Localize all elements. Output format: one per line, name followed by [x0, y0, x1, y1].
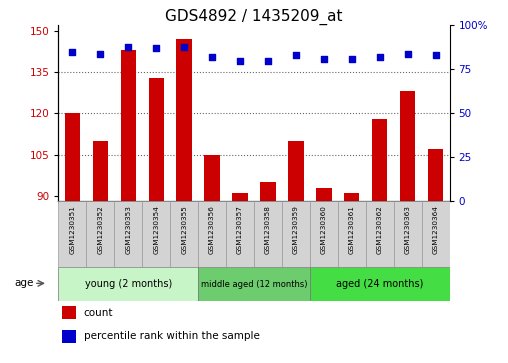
- Bar: [400, 91, 416, 201]
- Point: [347, 56, 356, 62]
- Point: [375, 54, 384, 60]
- Bar: [344, 193, 360, 201]
- Text: GSM1230358: GSM1230358: [265, 205, 271, 254]
- Text: GSM1230357: GSM1230357: [237, 205, 243, 254]
- Text: GSM1230351: GSM1230351: [70, 205, 75, 254]
- Bar: [114, 201, 142, 267]
- Bar: [310, 201, 338, 267]
- Text: count: count: [84, 307, 113, 318]
- Bar: [62, 306, 76, 319]
- Bar: [422, 201, 450, 267]
- Bar: [366, 201, 394, 267]
- Bar: [288, 141, 304, 201]
- Point: [431, 52, 439, 58]
- Bar: [198, 267, 310, 301]
- Point: [152, 45, 160, 51]
- Text: GSM1230354: GSM1230354: [153, 205, 159, 254]
- Text: GSM1230360: GSM1230360: [321, 205, 327, 254]
- Bar: [58, 201, 86, 267]
- Text: GSM1230355: GSM1230355: [181, 205, 187, 254]
- Bar: [428, 149, 443, 201]
- Text: aged (24 months): aged (24 months): [336, 279, 423, 289]
- Point: [180, 44, 188, 49]
- Bar: [226, 201, 254, 267]
- Point: [208, 54, 216, 60]
- Bar: [198, 201, 226, 267]
- Text: GSM1230359: GSM1230359: [293, 205, 299, 254]
- Bar: [310, 267, 450, 301]
- Bar: [120, 50, 136, 201]
- Bar: [372, 119, 388, 201]
- Bar: [86, 201, 114, 267]
- Point: [236, 58, 244, 64]
- Title: GDS4892 / 1435209_at: GDS4892 / 1435209_at: [165, 9, 343, 25]
- Point: [68, 49, 76, 55]
- Bar: [142, 201, 170, 267]
- Text: GSM1230356: GSM1230356: [209, 205, 215, 254]
- Text: GSM1230362: GSM1230362: [377, 205, 383, 254]
- Point: [320, 56, 328, 62]
- Text: middle aged (12 months): middle aged (12 months): [201, 280, 307, 289]
- Bar: [58, 267, 198, 301]
- Point: [96, 51, 104, 57]
- Text: GSM1230363: GSM1230363: [405, 205, 410, 254]
- Text: GSM1230361: GSM1230361: [349, 205, 355, 254]
- Bar: [176, 39, 192, 201]
- Point: [292, 52, 300, 58]
- Bar: [204, 155, 220, 201]
- Bar: [394, 201, 422, 267]
- Text: GSM1230364: GSM1230364: [433, 205, 438, 254]
- Bar: [170, 201, 198, 267]
- Point: [403, 51, 411, 57]
- Bar: [254, 201, 282, 267]
- Text: GSM1230352: GSM1230352: [98, 205, 103, 254]
- Bar: [338, 201, 366, 267]
- Bar: [92, 141, 108, 201]
- Text: young (2 months): young (2 months): [85, 279, 172, 289]
- Text: percentile rank within the sample: percentile rank within the sample: [84, 331, 260, 341]
- Bar: [316, 188, 332, 201]
- Point: [124, 44, 132, 49]
- Point: [264, 58, 272, 64]
- Bar: [232, 193, 248, 201]
- Bar: [282, 201, 310, 267]
- Text: age: age: [15, 278, 34, 288]
- Text: GSM1230353: GSM1230353: [125, 205, 131, 254]
- Bar: [65, 113, 80, 201]
- Bar: [62, 330, 76, 343]
- Bar: [260, 182, 276, 201]
- Bar: [148, 78, 164, 201]
